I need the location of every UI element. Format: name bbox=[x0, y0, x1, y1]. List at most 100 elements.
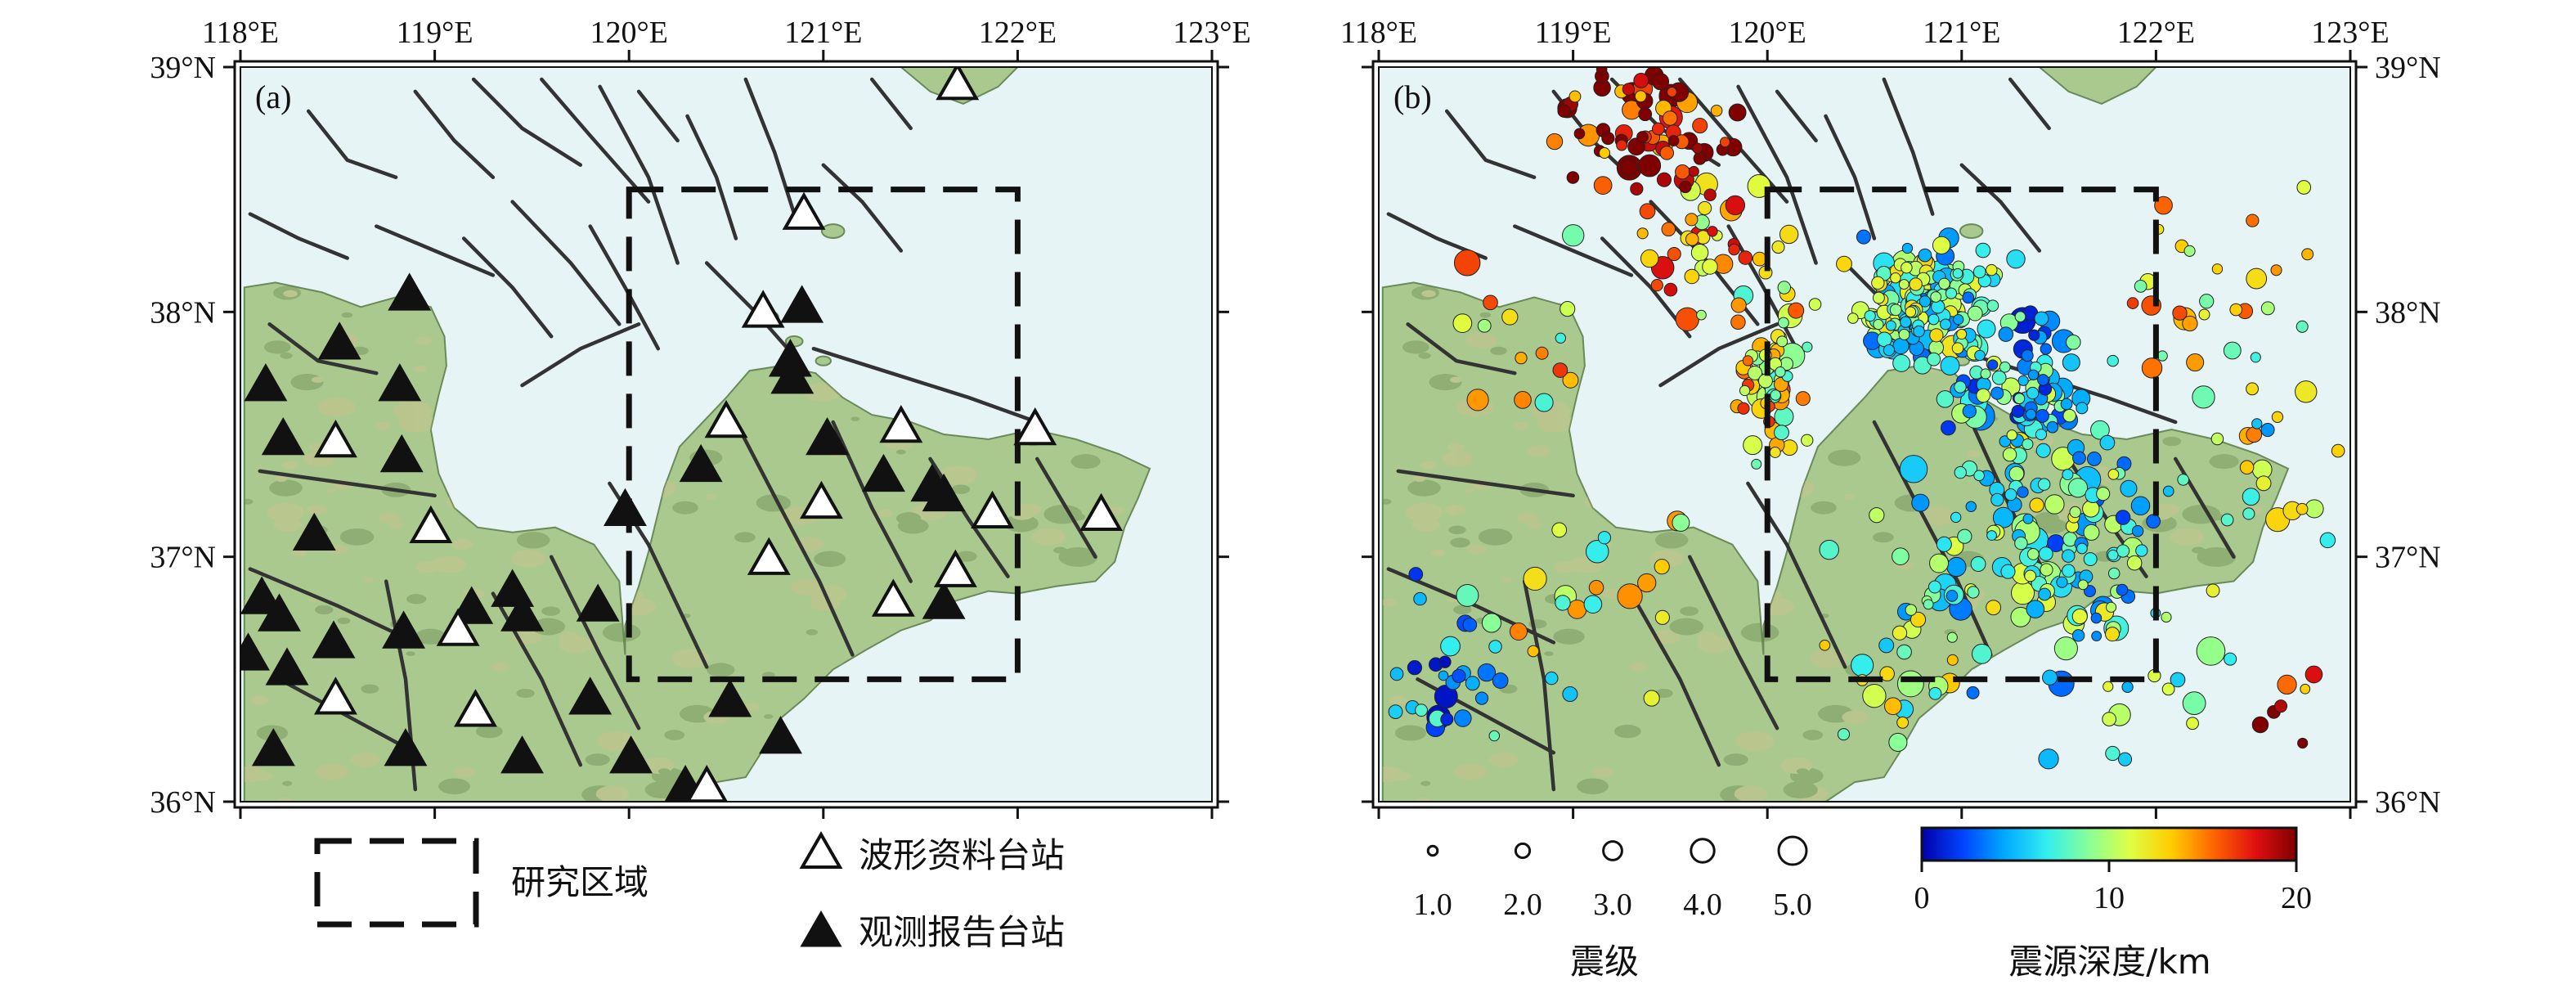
earthquake-event bbox=[1905, 604, 1918, 616]
earthquake-event bbox=[1707, 226, 1718, 237]
terrain-patch bbox=[558, 636, 594, 654]
earthquake-event bbox=[1885, 320, 1896, 331]
earthquake-event bbox=[1483, 294, 1498, 311]
terrain-patch bbox=[1053, 546, 1067, 554]
earthquake-event bbox=[2037, 478, 2051, 491]
earthquake-event bbox=[1928, 339, 1945, 356]
report-station bbox=[604, 488, 647, 527]
earthquake-event bbox=[2105, 745, 2120, 762]
waveform-station bbox=[871, 578, 915, 617]
earthquake-event bbox=[2017, 375, 2029, 386]
depth-colorbar bbox=[1920, 826, 2298, 862]
terrain-patch bbox=[1405, 502, 1443, 522]
earthquake-event bbox=[1946, 632, 1958, 643]
terrain-patch bbox=[1919, 506, 1957, 526]
terrain-patch bbox=[664, 730, 685, 740]
earthquake-event bbox=[1640, 249, 1659, 268]
earthquake-event bbox=[1901, 242, 1914, 254]
earthquake-event bbox=[2006, 249, 2026, 269]
earthquake-event bbox=[1962, 404, 1977, 419]
waveform-station bbox=[409, 505, 453, 543]
earthquake-event bbox=[1552, 362, 1568, 378]
terrain-patch bbox=[1669, 618, 1704, 636]
terrain-patch bbox=[1382, 766, 1404, 783]
earthquake-event bbox=[1583, 595, 1603, 614]
earthquake-event bbox=[2220, 513, 2234, 527]
map-frame-outer bbox=[233, 60, 1219, 809]
report-station bbox=[258, 593, 301, 632]
earthquake-event bbox=[2025, 408, 2037, 420]
earthquake-event bbox=[1836, 255, 1852, 272]
earthquake-event bbox=[1588, 580, 1604, 596]
earthquake-event bbox=[1777, 281, 1791, 294]
earthquake-event bbox=[2170, 672, 2186, 688]
earthquake-event bbox=[2206, 583, 2220, 598]
map-frame-inner bbox=[1378, 66, 2351, 802]
study-area-legend-label: 研究区域 bbox=[511, 862, 648, 902]
earthquake-event bbox=[1862, 684, 1887, 708]
earthquake-event bbox=[1568, 90, 1582, 103]
earthquake-event bbox=[1911, 493, 1930, 512]
terrain-patch bbox=[269, 479, 303, 497]
lon-tick-label: 120°E bbox=[590, 16, 667, 50]
earthquake-event bbox=[2182, 691, 2206, 716]
terrain-patch bbox=[1418, 353, 1431, 359]
earthquake-event bbox=[2246, 426, 2263, 443]
fault-lines bbox=[248, 77, 1097, 792]
terrain-patch bbox=[585, 753, 610, 766]
earthquake-event bbox=[1909, 277, 1923, 291]
earthquake-event bbox=[1918, 248, 1932, 263]
fault-line bbox=[869, 77, 913, 131]
waveform-station bbox=[313, 419, 357, 458]
terrain-patch bbox=[415, 336, 432, 345]
earthquake-event bbox=[2277, 674, 2297, 695]
earthquake-event bbox=[1962, 291, 1975, 304]
lat-tick-label: 38°N bbox=[2375, 295, 2441, 330]
earthquake-event bbox=[2017, 486, 2029, 498]
terrain-patch bbox=[1680, 606, 1699, 616]
earthquake-event bbox=[2042, 669, 2058, 686]
earthquake-event bbox=[1456, 583, 1479, 607]
terrain-patch bbox=[651, 767, 685, 784]
lon-tick-label: 123°E bbox=[1173, 16, 1250, 50]
fault-line bbox=[1629, 591, 1721, 767]
terrain-patch bbox=[1796, 768, 1809, 775]
earthquake-event bbox=[1847, 312, 1859, 324]
waveform-station bbox=[704, 400, 748, 438]
terrain-patch bbox=[763, 714, 774, 719]
earthquake-event bbox=[1523, 566, 1547, 591]
earthquake-event bbox=[1878, 637, 1895, 654]
earthquake-event bbox=[2146, 514, 2161, 529]
panel-a-map: 118°E 119°E 120°E 121°E 122°E 123°E 39°N 38°N 37… bbox=[150, 16, 1250, 820]
lat-tick-label: 36°N bbox=[150, 785, 216, 820]
lat-tick-label: 37°N bbox=[150, 541, 216, 575]
terrain-patch bbox=[1488, 752, 1519, 767]
earthquake-event bbox=[1692, 142, 1703, 154]
earthquake-event bbox=[2062, 469, 2074, 481]
report-station bbox=[384, 728, 428, 766]
earthquake-event bbox=[1659, 146, 1675, 160]
fault-line bbox=[1444, 109, 1537, 179]
earthquake-event bbox=[1999, 361, 2011, 373]
terrain-patch bbox=[1429, 374, 1462, 391]
earthquake-event bbox=[1462, 617, 1478, 632]
earthquake-event bbox=[2021, 349, 2034, 362]
earthquake-event bbox=[1546, 133, 1564, 151]
earthquake-event bbox=[1638, 154, 1662, 178]
earthquake-event bbox=[2028, 329, 2040, 341]
earthquake-event bbox=[1545, 671, 1559, 686]
terrain-patch bbox=[1430, 549, 1446, 557]
earthquake-event bbox=[2319, 532, 2336, 549]
terrain-patch bbox=[1544, 651, 1554, 656]
report-station bbox=[240, 576, 284, 614]
earthquake-event bbox=[2014, 311, 2026, 322]
earthquake-event bbox=[1693, 151, 1707, 165]
earthquake-event bbox=[1601, 131, 1615, 146]
earthquake-event bbox=[1883, 344, 1896, 357]
earthquake-event bbox=[1864, 310, 1876, 322]
earthquake-event bbox=[1389, 667, 1404, 681]
terrain-patch bbox=[1527, 445, 1551, 457]
earthquake-event bbox=[2002, 447, 2017, 462]
terrain-patch bbox=[1553, 561, 1577, 573]
terrain-patch bbox=[244, 766, 266, 783]
